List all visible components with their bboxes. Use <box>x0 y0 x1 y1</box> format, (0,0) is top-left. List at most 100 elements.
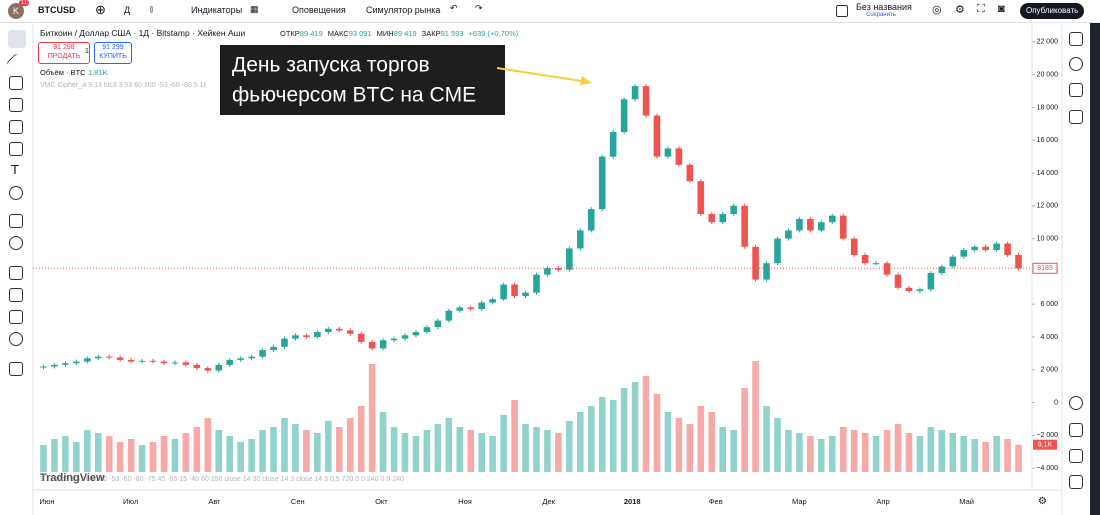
symbol[interactable]: BTCUSD <box>38 5 76 15</box>
volume-bar <box>226 436 234 472</box>
candle <box>445 310 453 321</box>
alerts[interactable]: Оповещения <box>292 5 346 15</box>
volume-bar <box>346 418 354 472</box>
indicators[interactable]: Индикаторы <box>191 5 243 15</box>
volume-bar <box>905 433 913 472</box>
sell-button[interactable]: 91 298 ПРОДАТЬ <box>38 42 90 64</box>
layout-icon[interactable]: ▦ <box>250 4 259 14</box>
undo[interactable]: ↶ <box>450 3 458 13</box>
tool[interactable] <box>1069 57 1083 71</box>
volume-value: 1,81K <box>88 68 108 77</box>
volume-bar <box>993 436 1000 472</box>
candle <box>149 360 157 362</box>
tool[interactable] <box>1069 32 1083 46</box>
candle <box>686 164 694 182</box>
volume-bar <box>796 433 803 472</box>
tool[interactable] <box>9 186 23 200</box>
add-symbol[interactable]: ⊕ <box>95 2 106 17</box>
candle <box>423 327 431 333</box>
icon[interactable]: ◎ <box>932 4 942 16</box>
volume-bar <box>325 421 332 472</box>
candle <box>467 307 475 310</box>
buy-price: 91 299 <box>102 44 124 51</box>
settings[interactable]: ⚙ <box>1038 496 1047 507</box>
tool-active[interactable] <box>8 30 26 48</box>
tool[interactable] <box>9 236 23 250</box>
icon[interactable]: ◙ <box>998 3 1005 15</box>
tool[interactable]: T <box>11 162 19 177</box>
layout-icon[interactable] <box>836 5 848 17</box>
candle <box>785 230 792 239</box>
chart-type-icon[interactable]: ⫾ <box>150 4 153 14</box>
candle <box>204 368 212 371</box>
volume-bar <box>642 376 650 472</box>
side-strip <box>1090 22 1100 515</box>
candle <box>522 292 529 296</box>
tool[interactable] <box>1069 396 1083 410</box>
candle <box>598 156 606 210</box>
candle <box>182 362 190 365</box>
volume-bar <box>237 442 244 472</box>
tool[interactable] <box>1069 423 1083 437</box>
candle <box>708 214 716 223</box>
tool[interactable] <box>1069 475 1083 489</box>
candle <box>566 248 573 270</box>
candle <box>609 132 617 157</box>
candle <box>346 330 354 334</box>
candle <box>259 350 266 357</box>
volume-bar <box>478 433 485 472</box>
volume-bar <box>741 388 748 472</box>
volume-bar <box>94 433 102 472</box>
change: +639 (+0,70%) <box>468 29 519 38</box>
candle <box>226 359 234 365</box>
candle <box>818 222 825 231</box>
redo[interactable]: ↷ <box>475 3 483 13</box>
tool[interactable] <box>1069 449 1083 463</box>
volume-bar <box>116 442 124 472</box>
tool[interactable] <box>1069 83 1083 97</box>
price-label: 8189 <box>1037 265 1053 272</box>
icon[interactable]: ⚙ <box>955 4 965 16</box>
volume-bar <box>40 445 47 472</box>
tool[interactable] <box>9 98 23 112</box>
candle <box>478 302 485 310</box>
icon[interactable]: ⛶ <box>977 3 985 15</box>
saved: Сохранить <box>866 12 896 18</box>
volume-bar <box>861 433 869 472</box>
buy-button[interactable]: 91 299 КУПИТЬ <box>94 42 132 64</box>
x-tick-label: Окт <box>375 497 388 506</box>
y-tick-label: 20 000 <box>1037 71 1059 78</box>
interval[interactable]: Д <box>124 5 131 15</box>
tool[interactable] <box>1069 110 1083 124</box>
indicator: VMC Cipher_A 9 13 hlc3 3 53 60 100 -53 -… <box>40 82 207 89</box>
volume-bar <box>193 427 201 472</box>
avatar[interactable]: K <box>8 3 24 19</box>
tool[interactable] <box>9 288 23 302</box>
y-tick-label: 2 000 <box>1040 367 1058 374</box>
candle <box>796 218 803 231</box>
tool[interactable] <box>9 142 23 156</box>
volume-bar <box>675 418 683 472</box>
candle <box>171 362 179 364</box>
candle <box>368 341 376 349</box>
volume-bar <box>248 439 255 472</box>
badge: 11 <box>19 0 30 6</box>
volume-bar <box>577 412 584 472</box>
y-tick-label: 16 000 <box>1037 137 1059 144</box>
candle <box>839 215 847 239</box>
tool[interactable] <box>9 76 23 90</box>
tool[interactable] <box>9 120 23 134</box>
x-tick-label: Май <box>959 497 974 506</box>
candle <box>292 335 299 339</box>
tool[interactable] <box>9 362 23 376</box>
tool[interactable] <box>9 310 23 324</box>
publish[interactable]: Опубликовать <box>1020 3 1085 19</box>
volume-bar <box>938 430 946 472</box>
replay[interactable]: Симулятор рынка <box>366 5 441 15</box>
tool[interactable] <box>9 332 23 346</box>
layout-name[interactable]: Без названия <box>856 2 912 12</box>
tool[interactable] <box>9 214 23 228</box>
volume-bar <box>971 439 978 472</box>
volume-bar <box>807 436 814 472</box>
tool[interactable] <box>9 266 23 280</box>
